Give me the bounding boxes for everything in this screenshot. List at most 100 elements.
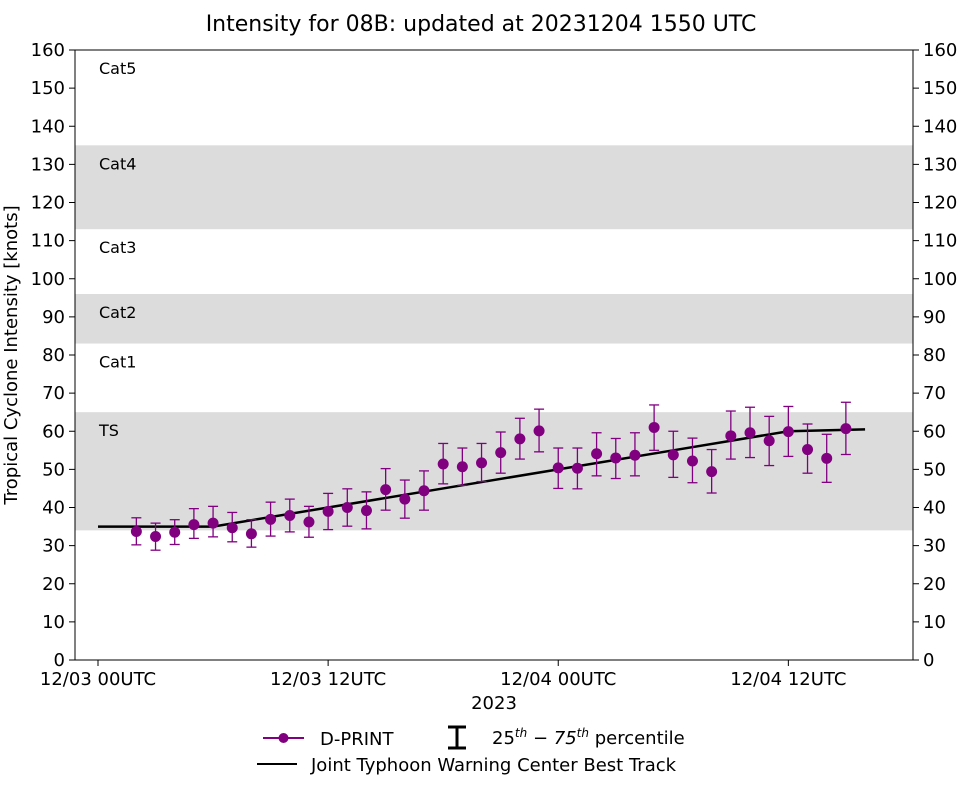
dprint-point-26 xyxy=(629,432,641,477)
dprint-point-7 xyxy=(265,501,277,537)
dprint-point-25 xyxy=(610,437,622,480)
dprint-point-21 xyxy=(533,408,545,453)
dprint-marker xyxy=(763,435,775,447)
y-tick-label-left: 150 xyxy=(31,78,65,99)
y-tick-label-right: 80 xyxy=(923,345,946,366)
dprint-marker xyxy=(322,505,334,517)
dprint-point-3 xyxy=(188,507,200,540)
dprint-marker xyxy=(437,458,449,470)
dprint-marker xyxy=(533,425,545,437)
dprint-point-30 xyxy=(706,448,718,494)
dprint-point-4 xyxy=(207,505,219,538)
x-axis-label: 2023 xyxy=(471,693,517,714)
dprint-point-31 xyxy=(725,410,737,460)
y-tick-label-left: 120 xyxy=(31,193,65,214)
y-tick-label-left: 80 xyxy=(42,345,65,366)
y-tick-label-left: 70 xyxy=(42,383,65,404)
dprint-marker xyxy=(226,522,238,534)
dprint-point-20 xyxy=(514,417,526,460)
dprint-marker xyxy=(514,433,526,445)
dprint-point-32 xyxy=(744,406,756,459)
dprint-point-9 xyxy=(303,505,315,538)
dprint-point-1 xyxy=(150,522,162,551)
dprint-point-2 xyxy=(169,519,181,546)
dprint-point-34 xyxy=(782,405,794,458)
dprint-point-15 xyxy=(418,470,430,511)
dprint-marker xyxy=(744,427,756,439)
y-tick-label-left: 10 xyxy=(42,612,65,633)
x-tick-label: 12/03 00UTC xyxy=(40,669,156,690)
plot-frame xyxy=(74,49,914,661)
dprint-marker xyxy=(706,466,718,478)
axes-layer: 0 0 10 10 20 20 30 30 40 40 50 50 60 60 70 70 80 80 90 90 10… xyxy=(31,40,958,690)
dprint-marker xyxy=(418,485,430,497)
y-tick-label-left: 140 xyxy=(31,116,65,137)
y-tick-label-left: 100 xyxy=(31,269,65,290)
x-tick-label: 12/03 12UTC xyxy=(270,669,386,690)
dprint-point-13 xyxy=(380,467,392,511)
dprint-point-28 xyxy=(667,430,679,479)
dprint-marker xyxy=(802,444,814,456)
y-tick-label-right: 70 xyxy=(923,383,946,404)
dprint-marker xyxy=(686,455,698,467)
dprint-marker xyxy=(591,448,603,460)
dprint-marker xyxy=(399,493,411,505)
y-tick-label-right: 0 xyxy=(923,650,934,671)
y-tick-label-right: 10 xyxy=(923,612,946,633)
x-tick-label: 12/04 12UTC xyxy=(730,669,846,690)
legend-errorbar-icon xyxy=(448,725,466,750)
dprint-marker xyxy=(725,430,737,442)
y-tick-label-right: 30 xyxy=(923,536,946,557)
dprint-marker xyxy=(380,484,392,496)
legend-errorbar-label: 25th − 75th percentile xyxy=(492,726,685,749)
dprint-point-12 xyxy=(360,491,372,530)
band-label-cat4: Cat4 xyxy=(99,154,136,173)
dprint-marker xyxy=(629,449,641,461)
dprint-point-19 xyxy=(495,431,507,474)
dprint-point-35 xyxy=(802,423,814,474)
y-tick-label-right: 130 xyxy=(923,154,957,175)
band-label-cat1: Cat1 xyxy=(99,353,136,372)
band-label-cat2: Cat2 xyxy=(99,303,136,322)
dprint-marker xyxy=(610,452,622,464)
y-tick-label-left: 20 xyxy=(42,574,65,595)
dprint-point-24 xyxy=(591,432,603,477)
dprint-point-27 xyxy=(648,404,660,451)
dprint-point-11 xyxy=(341,488,353,527)
dprint-point-5 xyxy=(226,511,238,543)
y-tick-label-right: 50 xyxy=(923,459,946,480)
dprint-point-33 xyxy=(763,415,775,467)
legend: D-PRINT 25th − 75th percentile Joint Typ… xyxy=(257,725,685,776)
y-tick-label-left: 30 xyxy=(42,536,65,557)
legend-dprint-marker xyxy=(278,733,289,743)
dprint-marker xyxy=(667,449,679,461)
band-label-cat5: Cat5 xyxy=(99,59,136,78)
y-tick-label-left: 160 xyxy=(31,40,65,61)
y-tick-label-right: 90 xyxy=(923,307,946,328)
y-tick-label-left: 60 xyxy=(42,421,65,442)
dprint-marker xyxy=(265,513,277,525)
dprint-point-8 xyxy=(284,498,296,533)
dprint-marker xyxy=(169,526,181,538)
band-label-ts: TS xyxy=(98,421,119,440)
y-tick-label-left: 50 xyxy=(42,459,65,480)
dprint-layer xyxy=(130,401,852,551)
dprint-marker xyxy=(840,423,852,435)
dprint-marker xyxy=(303,516,315,528)
dprint-point-14 xyxy=(399,479,411,519)
dprint-marker xyxy=(245,528,257,540)
dprint-point-0 xyxy=(130,517,142,546)
y-tick-label-right: 100 xyxy=(923,269,957,290)
dprint-marker xyxy=(130,526,142,538)
dprint-marker xyxy=(821,452,833,464)
bands-layer: TS Cat1 Cat2 Cat3 Cat4 Cat5 xyxy=(75,59,913,531)
dprint-marker xyxy=(207,517,219,529)
dprint-marker xyxy=(571,462,583,474)
dprint-marker xyxy=(341,502,353,513)
dprint-point-36 xyxy=(821,433,833,483)
dprint-point-29 xyxy=(686,437,698,484)
dprint-marker xyxy=(552,462,564,474)
y-tick-label-right: 60 xyxy=(923,421,946,442)
dprint-point-10 xyxy=(322,492,334,531)
